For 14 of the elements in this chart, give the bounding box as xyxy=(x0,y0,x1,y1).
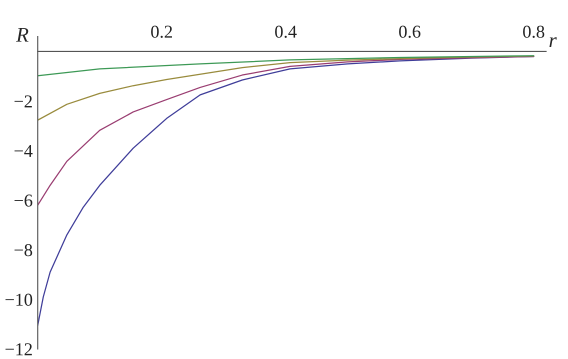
x-tick-label: 0.8 xyxy=(523,26,544,38)
y-tick-label: −4 xyxy=(14,145,33,157)
y-tick-label: −6 xyxy=(14,194,32,207)
y-axis-title: R xyxy=(16,28,28,42)
line-series xyxy=(38,55,534,76)
y-tick-label: −2 xyxy=(14,95,32,108)
x-tick-label: 0.6 xyxy=(399,26,420,38)
x-tick-label: 0.2 xyxy=(151,26,172,38)
y-tick-label: −10 xyxy=(6,294,32,306)
line-series xyxy=(38,56,534,206)
y-tick-label: −8 xyxy=(14,244,32,256)
x-tick-label: 0.4 xyxy=(275,26,297,38)
y-tick-label: −12 xyxy=(6,343,32,356)
x-axis-title: r xyxy=(549,37,557,48)
